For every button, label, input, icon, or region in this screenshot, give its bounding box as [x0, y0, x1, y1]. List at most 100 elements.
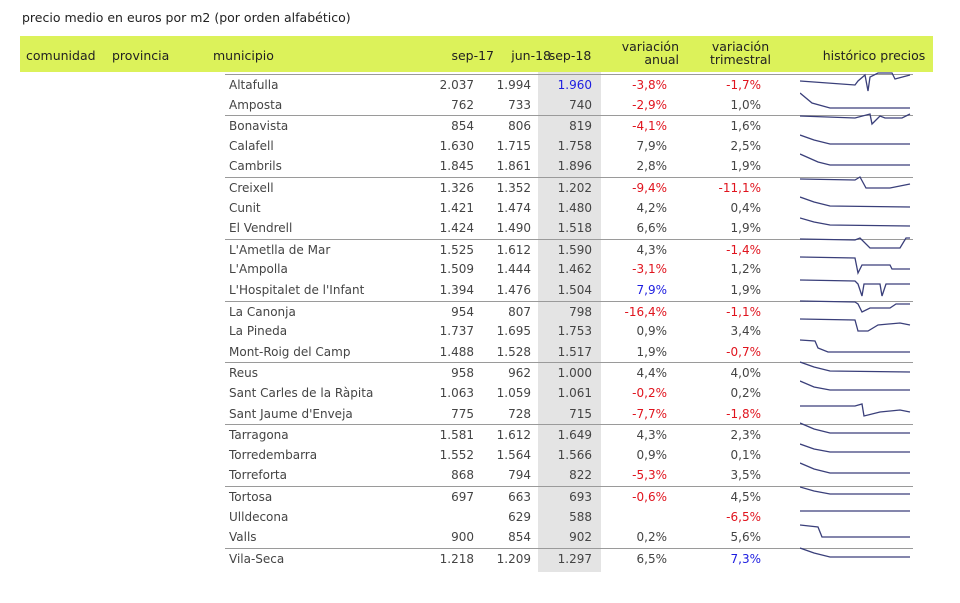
header-variacion-trimestral[interactable]: variación trimestral [685, 40, 796, 66]
municipio-cell[interactable]: La Pineda [229, 324, 288, 339]
municipio-cell[interactable]: Tortosa [229, 490, 273, 504]
sep17-cell: 1.488 [439, 344, 474, 359]
table-row: Cunit 1.421 1.474 1.480 4,2% 0,4% [0, 195, 960, 219]
historico-sparkline [800, 547, 910, 558]
sparkline-path [800, 176, 911, 189]
header-comunidad[interactable]: comunidad [26, 48, 96, 63]
municipio-cell[interactable]: El Vendrell [229, 221, 293, 236]
sep18-cell: 1.462 [557, 262, 592, 277]
variacion-trimestral-cell: 1,6% [730, 119, 762, 134]
sparkline-path [800, 486, 910, 495]
sep17-cell: 1.581 [439, 428, 474, 443]
historico-sparkline [800, 422, 910, 434]
variacion-trimestral-cell: 1,0% [730, 97, 762, 112]
sep17-cell: 1.326 [439, 181, 474, 195]
variacion-trimestral-cell: 2,5% [730, 138, 762, 153]
variacion-trimestral-cell: 1,9% [730, 283, 762, 297]
table-row: Bonavista 854 806 819 -4,1% 1,6% [225, 113, 913, 137]
sep18-cell: 1.061 [557, 386, 592, 400]
municipio-cell[interactable]: L'Ametlla de Mar [229, 242, 331, 257]
sep18-cell: 1.960 [557, 78, 592, 92]
sep17-cell: 1.424 [439, 221, 474, 236]
historico-sparkline [800, 153, 910, 167]
sparkline-path [800, 113, 911, 126]
variacion-anual-cell: -3,1% [632, 262, 667, 277]
sep18-cell: 1.297 [557, 551, 592, 566]
variacion-anual-cell: -4,1% [632, 119, 667, 134]
sep17-cell: 1.421 [439, 200, 474, 215]
sparkline-path [800, 422, 910, 434]
municipio-cell[interactable]: L'Hospitalet de l'Infant [229, 283, 365, 297]
historico-sparkline [800, 237, 910, 249]
sep17-cell: 854 [451, 119, 474, 134]
header-sep17[interactable]: sep-17 [451, 48, 494, 63]
jun18-cell: 1.612 [496, 242, 531, 257]
municipio-cell[interactable]: Creixell [229, 181, 274, 195]
municipio-cell[interactable]: La Canonja [229, 304, 296, 319]
table-row: El Vendrell 1.424 1.490 1.518 6,6% 1,9% [0, 217, 960, 239]
sparkline-path [800, 217, 911, 227]
municipio-cell[interactable]: Bonavista [229, 119, 289, 134]
sep17-cell: 900 [451, 530, 474, 545]
sep18-cell: 1.753 [557, 324, 592, 339]
sparkline-path [800, 279, 910, 297]
header-provincia[interactable]: provincia [112, 48, 170, 63]
historico-sparkline [800, 339, 910, 353]
historico-sparkline [800, 462, 910, 475]
municipio-cell[interactable]: Torredembarra [229, 447, 318, 462]
historico-sparkline [800, 361, 911, 374]
municipio-cell[interactable]: Sant Carles de la Ràpita [229, 386, 374, 400]
sep17-cell: 958 [451, 366, 474, 381]
variacion-trimestral-cell: 1,9% [730, 159, 762, 174]
variacion-anual-cell: 1,9% [636, 344, 668, 359]
sparkline-path [800, 380, 910, 391]
page-caption: precio medio en euros por m2 (por orden … [22, 10, 351, 25]
sep18-cell: 902 [569, 530, 592, 545]
jun18-cell: 1.444 [496, 262, 531, 277]
municipio-cell[interactable]: Tarragona [229, 428, 289, 443]
variacion-anual-cell: -7,7% [632, 406, 667, 421]
municipio-cell[interactable]: Vila-Seca [229, 551, 285, 566]
sep18-cell: 1.517 [557, 344, 592, 359]
municipio-cell[interactable]: Cunit [229, 200, 261, 215]
sep18-column-highlight [538, 72, 601, 572]
municipio-cell[interactable]: Amposta [229, 97, 283, 112]
sep18-cell: 1.480 [557, 200, 592, 215]
sep17-cell: 1.394 [439, 283, 474, 297]
header-variacion-anual-line1: variación [621, 39, 679, 54]
municipio-cell[interactable]: Sant Jaume d'Enveja [229, 406, 353, 421]
variacion-trimestral-cell: 2,3% [730, 428, 762, 443]
sep18-cell: 693 [569, 490, 592, 504]
historico-sparkline [800, 524, 910, 538]
municipio-cell[interactable]: Mont-Roig del Camp [229, 344, 351, 359]
municipio-cell[interactable]: Torreforta [229, 468, 287, 483]
variacion-anual-cell: -0,6% [632, 490, 667, 504]
variacion-anual-cell: 4,4% [636, 366, 668, 381]
sparkline-path [800, 462, 910, 475]
municipio-cell[interactable]: Cambrils [229, 159, 282, 174]
variacion-anual-cell: 7,9% [636, 138, 668, 153]
jun18-cell: 1.209 [496, 551, 531, 566]
municipio-cell[interactable]: Calafell [229, 138, 274, 153]
header-variacion-anual[interactable]: variación anual [603, 40, 679, 66]
municipio-cell[interactable]: Altafulla [229, 78, 279, 92]
municipio-cell[interactable]: L'Ampolla [229, 262, 288, 277]
table-row: Altafulla 2.037 1.994 1.960 -3,8% -1,7% [225, 72, 913, 96]
municipio-cell[interactable]: Ulldecona [229, 509, 289, 524]
header-jun18[interactable]: jun-18 [511, 48, 551, 63]
jun18-cell: 1.564 [496, 447, 531, 462]
historico-sparkline [800, 279, 910, 297]
municipio-cell[interactable]: Reus [229, 366, 259, 381]
table-row: La Canonja 954 807 798 -16,4% -1,1% [225, 299, 913, 323]
table-row: Torreforta 868 794 822 -5,3% 3,5% [0, 462, 960, 486]
variacion-anual-cell: 0,9% [636, 447, 668, 462]
variacion-trimestral-cell: 5,6% [730, 530, 762, 545]
header-sep18[interactable]: sep-18 [548, 48, 592, 63]
historico-sparkline [800, 92, 910, 109]
variacion-anual-cell: 0,9% [636, 324, 668, 339]
jun18-cell: 1.474 [496, 200, 531, 215]
municipio-cell[interactable]: Valls [229, 530, 257, 545]
header-municipio[interactable]: municipio [213, 48, 274, 63]
table-row: La Pineda 1.737 1.695 1.753 0,9% 3,4% [0, 318, 960, 342]
table-row: Reus 958 962 1.000 4,4% 4,0% [225, 361, 913, 384]
